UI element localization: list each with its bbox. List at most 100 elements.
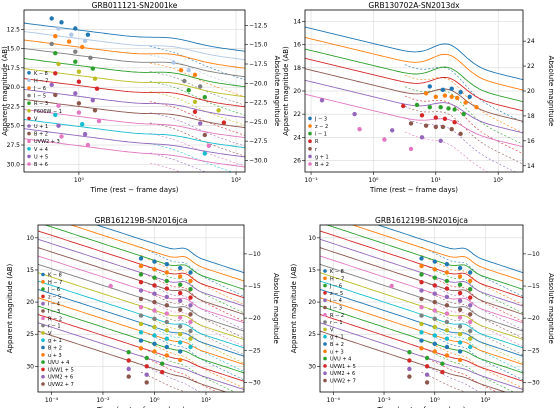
y-tick-label: 20 <box>293 88 301 95</box>
legend-marker <box>323 378 327 383</box>
data-point <box>152 308 157 313</box>
component-curve <box>140 363 201 392</box>
data-point <box>449 94 454 100</box>
legend-marker <box>27 124 31 128</box>
data-point <box>389 283 394 289</box>
x-tick-label: 10⁻² <box>96 397 110 404</box>
y2-tick-label: −10 <box>248 251 261 258</box>
plot-frame <box>23 9 246 173</box>
data-point <box>188 278 193 284</box>
data-point <box>85 142 91 148</box>
y-tick-label: 12.5 <box>7 26 21 33</box>
model-curve <box>24 88 245 119</box>
x-tick-label: 10⁰ <box>74 177 85 184</box>
y2-tick-label: −30.0 <box>249 157 268 164</box>
legend-marker <box>308 124 312 128</box>
model-curve <box>24 78 245 108</box>
component-curve <box>421 305 523 356</box>
data-point <box>432 275 437 280</box>
component-curve <box>421 330 523 381</box>
data-point <box>432 316 437 321</box>
y-tick-label: 25 <box>308 331 316 338</box>
component-curve <box>140 305 244 356</box>
y-tick-label: 26 <box>293 157 301 164</box>
legend-marker <box>323 356 327 361</box>
data-point <box>53 71 58 76</box>
y2-tick-label: −20 <box>248 315 261 322</box>
data-point <box>432 283 437 288</box>
component-curve <box>149 133 245 167</box>
legend-label: R <box>315 139 319 145</box>
legend-label: UVW2 + 7 <box>48 382 74 388</box>
data-point <box>401 103 406 109</box>
legend-label: R − 3 <box>34 101 48 107</box>
data-point <box>108 283 113 289</box>
lightcurve-panel: GRB011121-SN2001ke 10⁰ 10² 12.5 15.0 17.5 20.0… <box>1 1 281 194</box>
data-point <box>59 20 64 25</box>
legend-label: H − 7 <box>330 276 344 282</box>
legend-label: I − 3 <box>330 306 342 312</box>
data-point <box>357 127 362 132</box>
data-point <box>138 288 144 293</box>
data-point <box>164 319 169 325</box>
data-point <box>56 26 61 31</box>
x-tick-label: 10² <box>231 177 242 184</box>
data-point <box>164 303 169 308</box>
y2-tick-label: 20 <box>527 88 535 95</box>
data-point <box>164 336 169 341</box>
data-point <box>88 55 93 60</box>
data-point <box>49 82 54 88</box>
y2-tick-label: −17.5 <box>249 61 268 68</box>
model-curve <box>305 37 523 91</box>
data-point <box>160 361 165 366</box>
component-curve <box>140 246 244 297</box>
data-point <box>457 315 463 320</box>
data-point <box>468 328 473 334</box>
component-curve <box>149 152 207 172</box>
y-tick-label: 15 <box>26 267 34 274</box>
data-point <box>467 94 472 100</box>
legend-marker <box>323 269 327 273</box>
x-tick-label: 10² <box>480 397 491 404</box>
legend-label: UVW2 + 7 <box>330 379 356 385</box>
model-curve <box>43 225 244 290</box>
legend-marker <box>27 147 31 151</box>
y-tick-label: 18 <box>293 65 301 72</box>
data-point <box>198 84 203 89</box>
data-point <box>49 41 54 47</box>
data-point <box>186 68 191 73</box>
model-curve <box>24 68 245 98</box>
legend-marker <box>41 294 45 299</box>
legend-marker <box>308 139 312 143</box>
component-curve <box>140 288 244 339</box>
component-curve <box>421 355 498 392</box>
data-point <box>444 303 450 308</box>
data-point <box>427 105 432 110</box>
data-point <box>455 95 460 101</box>
legend-label: UVU + 4 <box>330 357 351 363</box>
legend-marker <box>323 298 327 303</box>
y2-tick-label: −30 <box>248 379 261 386</box>
data-point <box>144 364 149 369</box>
x-tick-label: 10⁻⁴ <box>45 397 59 404</box>
y2-axis-label: Absolute magnitude <box>547 273 554 344</box>
model-curve <box>305 26 523 81</box>
data-point <box>152 283 157 288</box>
y-tick-label: 16 <box>293 42 301 49</box>
y-axis-label: Apparent magnitude (AB) <box>282 46 290 136</box>
y-axis-label: Apparent magnitude (AB) <box>1 46 9 136</box>
data-point <box>419 113 425 118</box>
data-point <box>138 338 144 343</box>
model-curve <box>24 48 245 78</box>
legend-marker <box>27 93 31 98</box>
data-point <box>216 108 221 113</box>
data-point <box>468 344 473 350</box>
x-axis-label: Time (rest − frame days) <box>376 406 465 408</box>
legend-marker <box>27 109 31 113</box>
legend-label: B + 2 <box>34 132 48 138</box>
component-curve <box>421 346 515 392</box>
data-point <box>419 305 424 310</box>
y-tick-label: 20 <box>308 299 316 306</box>
y2-tick-label: 24 <box>527 38 535 45</box>
y2-tick-label: −10 <box>527 251 540 258</box>
